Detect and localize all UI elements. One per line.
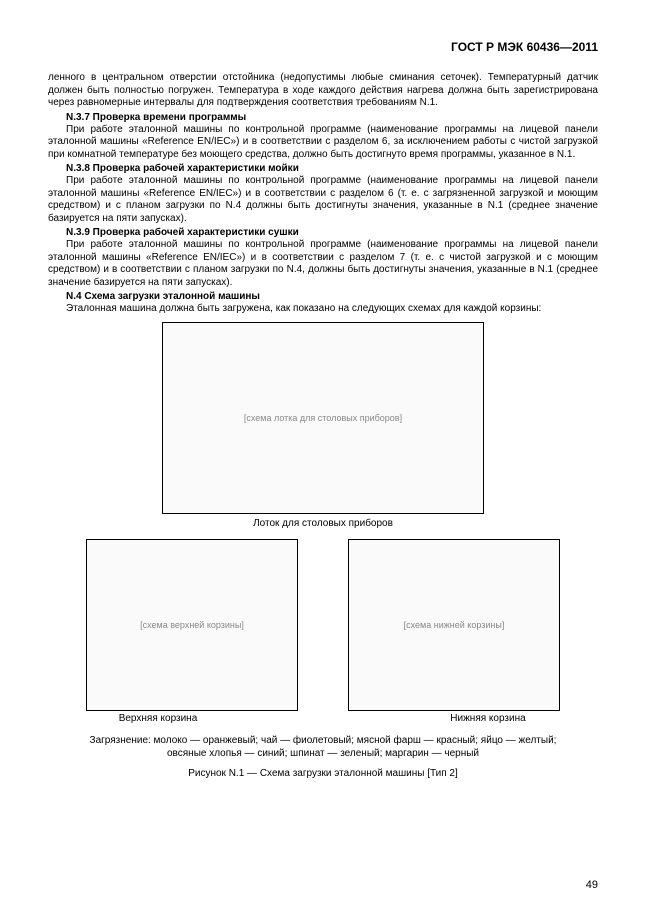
body-n37: При работе эталонной машины по контрольн… bbox=[48, 124, 598, 162]
document-code: ГОСТ Р МЭК 60436—2011 bbox=[48, 40, 598, 54]
heading-n38: N.3.8 Проверка рабочей характеристики мо… bbox=[48, 163, 598, 174]
legend-line-1: Загрязнение: молоко — оранжевый; чай — ф… bbox=[90, 735, 557, 746]
page-number: 49 bbox=[586, 879, 598, 891]
figure-basket-row: [схема верхней корзины] [схема нижней ко… bbox=[48, 539, 598, 711]
intro-paragraph: ленного в центральном отверстии отстойни… bbox=[48, 72, 598, 110]
caption-cutlery-tray: Лоток для столовых приборов bbox=[48, 518, 598, 529]
caption-upper-basket: Верхняя корзина bbox=[53, 713, 263, 724]
contamination-legend: Загрязнение: молоко — оранжевый; чай — ф… bbox=[48, 734, 598, 760]
figure-upper-basket: [схема верхней корзины] bbox=[86, 539, 298, 711]
legend-line-2: овсяные хлопья — синий; шпинат — зеленый… bbox=[167, 748, 479, 759]
caption-lower-basket: Нижняя корзина bbox=[383, 713, 593, 724]
body-n39: При работе эталонной машины по контрольн… bbox=[48, 239, 598, 289]
heading-n37: N.3.7 Проверка времени программы bbox=[48, 112, 598, 123]
body-n4: Эталонная машина должна быть загружена, … bbox=[48, 303, 598, 316]
heading-n4: N.4 Схема загрузки эталонной машины bbox=[48, 291, 598, 302]
figure-cutlery-tray: [схема лотка для столовых приборов] bbox=[162, 322, 484, 514]
figure-subcaption-row: Верхняя корзина Нижняя корзина bbox=[48, 713, 598, 724]
body-n38: При работе эталонной машины по контрольн… bbox=[48, 175, 598, 225]
figure-lower-basket: [схема нижней корзины] bbox=[348, 539, 560, 711]
heading-n39: N.3.9 Проверка рабочей характеристики су… bbox=[48, 227, 598, 238]
document-page: ГОСТ Р МЭК 60436—2011 ленного в централь… bbox=[0, 0, 646, 913]
figure-title: Рисунок N.1 — Схема загрузки эталонной м… bbox=[48, 768, 598, 779]
